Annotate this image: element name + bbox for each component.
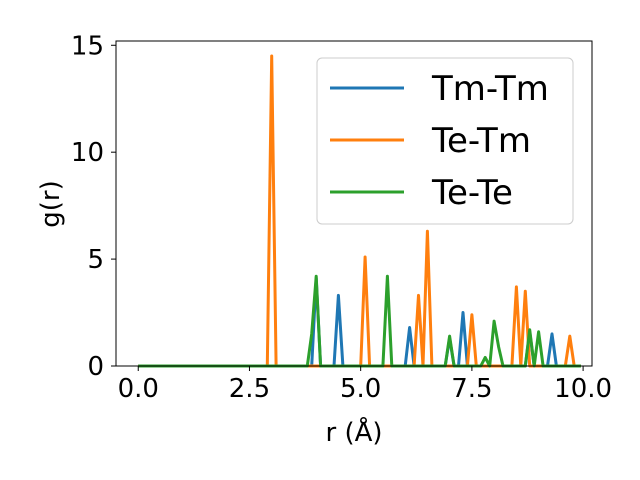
x-tick-label: 10.0 — [554, 374, 612, 404]
axes-frame — [115, 40, 593, 367]
y-tick-label: 5 — [87, 245, 104, 275]
x-tick-label: 2.5 — [229, 374, 270, 404]
y-tick-label: 10 — [71, 138, 104, 168]
legend: Tm-Tm Te-Tm Te-Te — [316, 57, 574, 225]
x-tick-label: 7.5 — [451, 374, 492, 404]
legend-label-Te-Te: Te-Te — [431, 173, 513, 213]
legend-label-Tm-Tm: Tm-Tm — [431, 69, 549, 109]
y-axis: 0 5 10 15 — [71, 31, 116, 382]
y-tick-label: 15 — [71, 31, 104, 61]
y-tick-label: 0 — [87, 352, 104, 382]
legend-label-Te-Tm: Te-Tm — [431, 121, 531, 161]
x-tick-label: 5.0 — [340, 374, 381, 404]
y-axis-label: g(r) — [36, 180, 66, 227]
x-tick-label: 0.0 — [118, 374, 159, 404]
x-axis: 0.0 2.5 5.0 7.5 10.0 — [118, 366, 612, 404]
x-axis-label: r (Å) — [325, 416, 382, 448]
legend-frame — [316, 57, 574, 225]
